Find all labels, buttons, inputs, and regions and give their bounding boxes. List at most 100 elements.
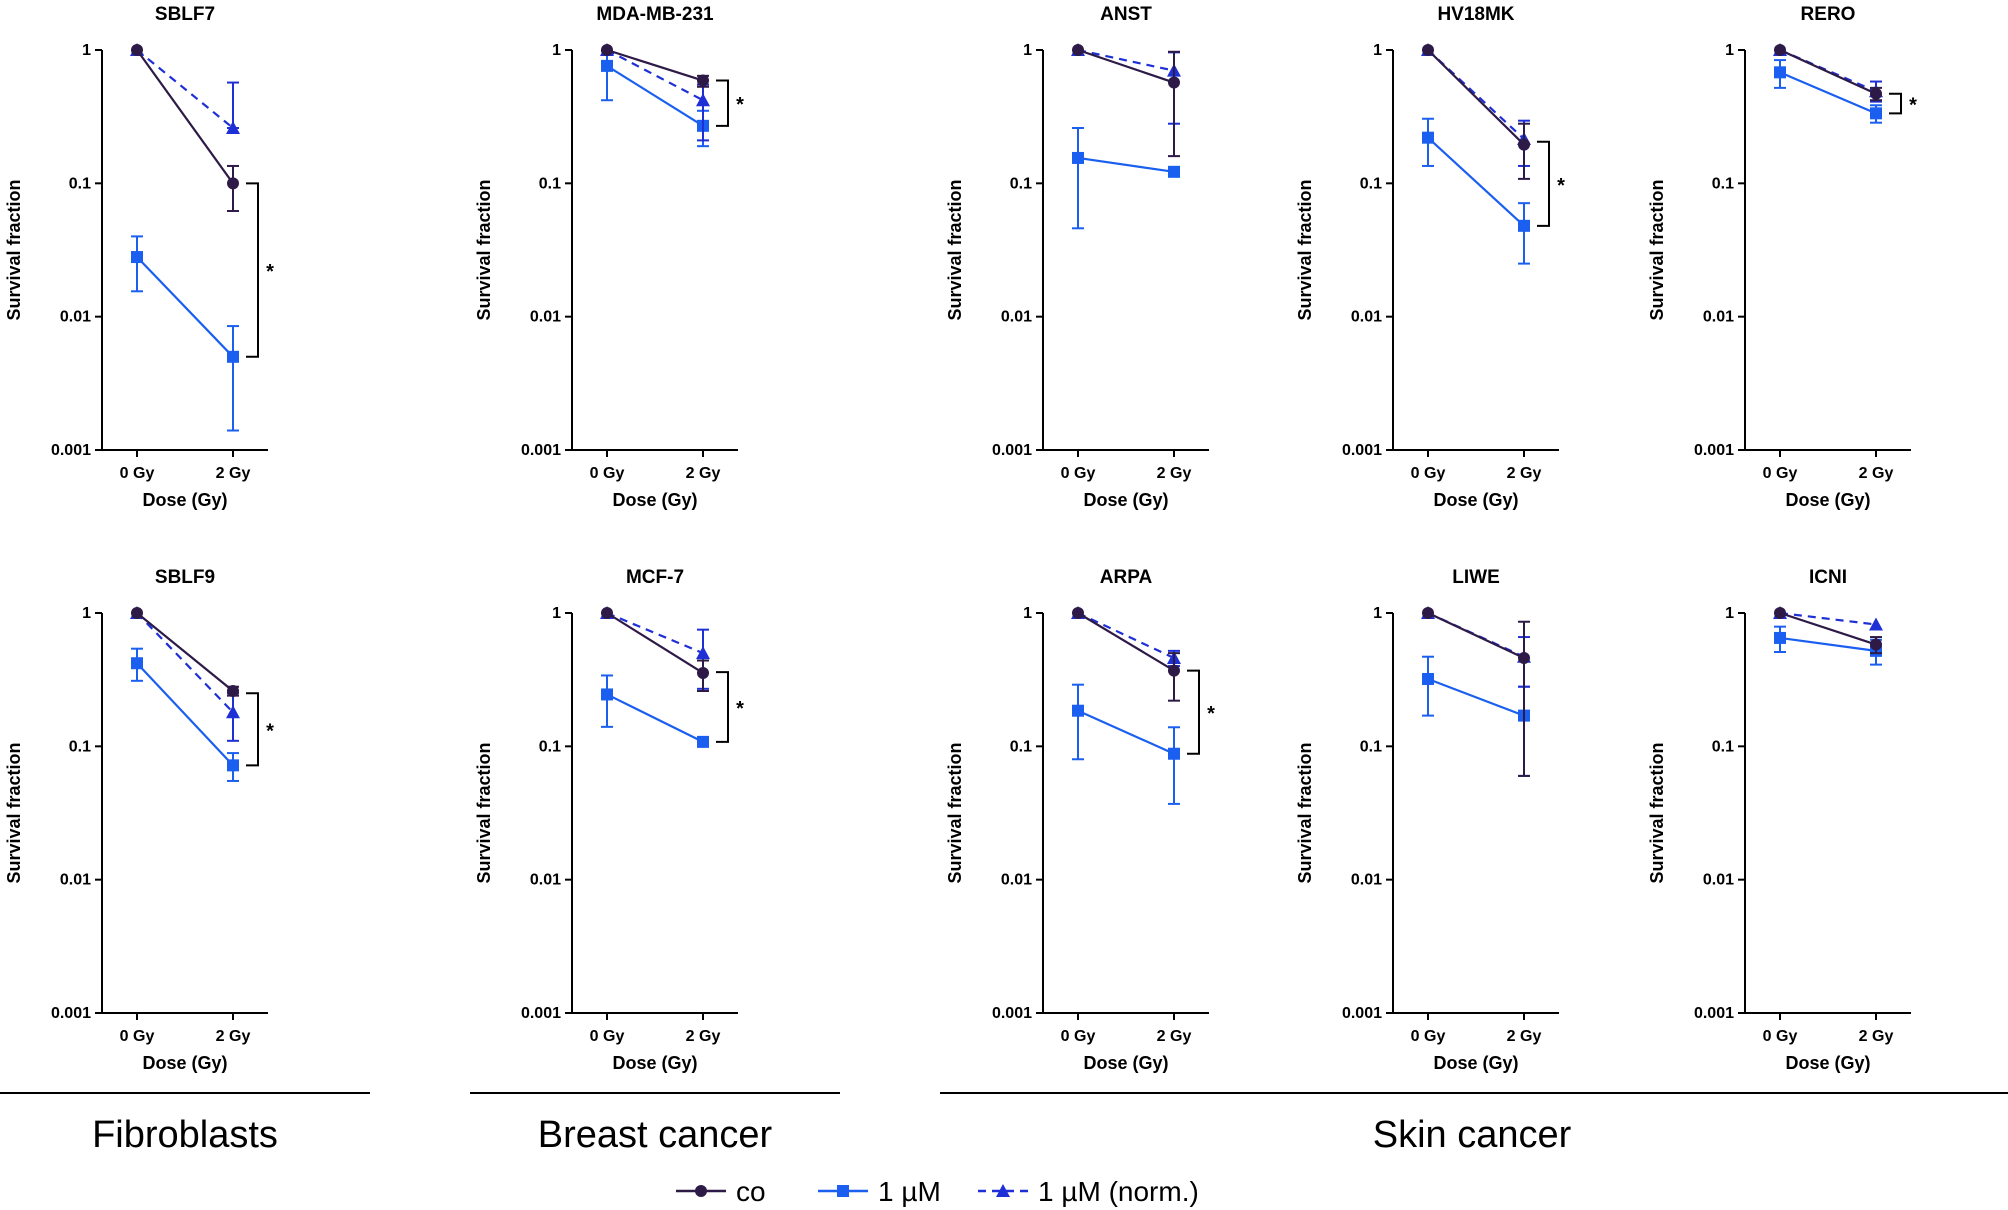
significance-bracket xyxy=(716,79,729,127)
panel-title: ANST xyxy=(1100,4,1152,25)
legend-marker xyxy=(996,1184,1010,1197)
data-point xyxy=(131,44,143,56)
y-tick-label: 0.01 xyxy=(1001,309,1032,326)
data-point xyxy=(1774,607,1786,619)
x-tick-label: 0 Gy xyxy=(1763,1028,1798,1045)
x-axis-label: Dose (Gy) xyxy=(1785,490,1870,510)
y-tick-label: 1 xyxy=(1725,605,1734,622)
series-line xyxy=(136,256,234,358)
x-tick-label: 2 Gy xyxy=(1157,465,1192,482)
y-tick-label: 0.01 xyxy=(1351,872,1382,889)
x-axis-label: Dose (Gy) xyxy=(1083,490,1168,510)
x-tick-label: 2 Gy xyxy=(1859,1028,1894,1045)
y-tick-label: 1 xyxy=(552,42,561,59)
x-axis-label: Dose (Gy) xyxy=(142,490,227,510)
y-tick-label: 0.001 xyxy=(521,1005,561,1022)
x-tick-label: 0 Gy xyxy=(1061,1028,1096,1045)
significance-bracket xyxy=(716,671,729,743)
data-point xyxy=(1869,617,1883,631)
data-point xyxy=(227,685,239,698)
significance-bracket xyxy=(1889,92,1902,115)
series-co xyxy=(1774,607,1882,655)
data-point xyxy=(1072,607,1084,619)
significance-bracket xyxy=(1187,669,1200,755)
data-point xyxy=(697,735,709,748)
series-line xyxy=(606,64,704,127)
y-axis-label: Survival fraction xyxy=(4,742,24,883)
series-co xyxy=(1072,607,1180,702)
significance-star: * xyxy=(1909,95,1917,117)
data-point xyxy=(1168,76,1180,89)
y-tick-label: 0.001 xyxy=(1694,1005,1734,1022)
series-line xyxy=(1427,612,1525,659)
y-tick-label: 0.1 xyxy=(1712,175,1734,192)
x-tick-label: 2 Gy xyxy=(686,1028,721,1045)
panel-rero: RERO 1 0.1 0.01 0.001 0 Gy 2 Gy Dose (Gy) Surviv… xyxy=(1647,4,1917,510)
significance-bracket xyxy=(1537,140,1550,227)
x-tick-label: 0 Gy xyxy=(1061,465,1096,482)
y-tick-label: 0.01 xyxy=(1001,872,1032,889)
x-tick-label: 2 Gy xyxy=(1859,465,1894,482)
legend-marker xyxy=(695,1185,707,1197)
panel-arpa: ARPA 1 0.1 0.01 0.001 0 Gy 2 Gy Dose (Gy) Surviv… xyxy=(945,567,1215,1073)
series-line xyxy=(606,693,704,743)
panel-title: ARPA xyxy=(1100,567,1153,588)
significance-star: * xyxy=(1207,703,1215,725)
series-co xyxy=(131,607,239,698)
series-um xyxy=(1774,625,1882,666)
x-axis-label: Dose (Gy) xyxy=(1785,1053,1870,1073)
data-point xyxy=(227,350,239,363)
y-tick-label: 1 xyxy=(1725,42,1734,59)
series-line xyxy=(136,49,234,184)
series-co xyxy=(1422,607,1530,777)
y-tick-label: 0.01 xyxy=(1703,872,1734,889)
data-point xyxy=(1774,631,1786,644)
data-point xyxy=(697,74,709,87)
series-line xyxy=(136,49,234,129)
group-label: Breast cancer xyxy=(538,1114,773,1156)
series-line xyxy=(1427,136,1525,227)
series-line xyxy=(136,612,234,714)
y-axis-label: Survival fraction xyxy=(1295,742,1315,883)
x-tick-label: 2 Gy xyxy=(216,465,251,482)
series-line xyxy=(606,611,704,655)
series-line xyxy=(136,612,234,692)
series-line xyxy=(1779,71,1877,115)
series-line xyxy=(606,49,704,102)
y-tick-label: 0.001 xyxy=(992,442,1032,459)
series-co xyxy=(1422,44,1530,180)
group-label: Skin cancer xyxy=(1373,1114,1572,1156)
y-axis-label: Survival fraction xyxy=(474,742,494,883)
x-tick-label: 2 Gy xyxy=(1507,1028,1542,1045)
data-point xyxy=(1774,44,1786,56)
panel-mda-mb-231: MDA-MB-231 1 0.1 0.01 0.001 0 Gy 2 Gy Dose (Gy)… xyxy=(474,4,744,510)
x-tick-label: 0 Gy xyxy=(1411,465,1446,482)
series-norm xyxy=(600,43,710,142)
data-point xyxy=(131,657,143,670)
y-tick-label: 0.1 xyxy=(539,175,561,192)
y-tick-label: 0.1 xyxy=(1010,175,1032,192)
significance-star: * xyxy=(736,698,744,720)
series-co xyxy=(1072,44,1180,158)
y-tick-label: 1 xyxy=(82,605,91,622)
significance-bracket xyxy=(246,692,259,767)
series-line xyxy=(1779,48,1877,95)
y-axis-label: Survival fraction xyxy=(4,179,24,320)
data-point xyxy=(1422,607,1434,619)
x-tick-label: 2 Gy xyxy=(1157,1028,1192,1045)
data-point xyxy=(601,59,613,72)
series-line xyxy=(136,662,234,767)
y-tick-label: 0.1 xyxy=(69,175,91,192)
series-um xyxy=(601,674,709,748)
panel-sblf9: SBLF9 1 0.1 0.01 0.001 0 Gy 2 Gy Dose (Gy) Survi… xyxy=(4,567,274,1073)
data-point xyxy=(1870,107,1882,120)
y-tick-label: 0.01 xyxy=(1703,309,1734,326)
series-um xyxy=(131,235,239,432)
y-tick-label: 0.1 xyxy=(1360,738,1382,755)
x-axis-label: Dose (Gy) xyxy=(612,490,697,510)
data-point xyxy=(697,666,709,679)
legend-item-um: 1 µM xyxy=(818,1176,941,1207)
y-tick-label: 0.1 xyxy=(1010,738,1032,755)
y-tick-label: 0.01 xyxy=(60,309,91,326)
x-axis-label: Dose (Gy) xyxy=(142,1053,227,1073)
